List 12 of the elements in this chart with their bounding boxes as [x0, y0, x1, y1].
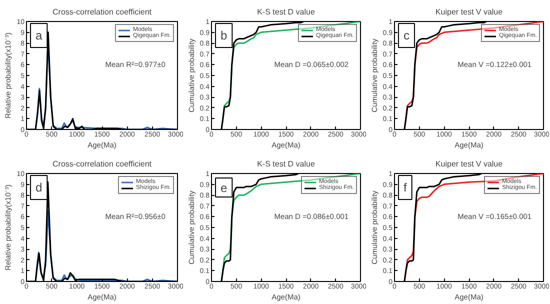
- annotation: d: [36, 180, 42, 194]
- annotation: e: [220, 181, 228, 195]
- annotation: f: [404, 180, 408, 194]
- chart-title: Cross-correlation coefficient: [52, 8, 152, 16]
- chart-title: Kuiper test V value: [435, 160, 504, 168]
- chart-title: Cross-correlation coefficient: [52, 160, 152, 168]
- annotation: c: [404, 28, 410, 42]
- chart-title: K-S test D value: [257, 8, 316, 16]
- annotation: a: [36, 28, 42, 42]
- chart-title: Kuiper test V value: [435, 8, 504, 16]
- annotation: b: [220, 28, 228, 42]
- chart-title: K-S test D value: [257, 160, 316, 168]
